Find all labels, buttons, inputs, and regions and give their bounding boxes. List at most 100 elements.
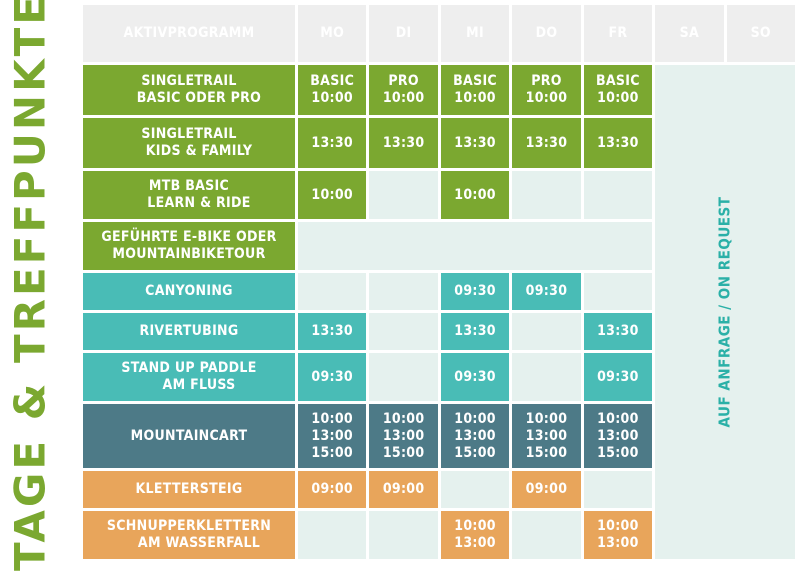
header-day-sa: SA — [655, 5, 724, 62]
slot-time: 10:00 — [382, 90, 425, 106]
row-label-singletrail-kids: SINGLETRAIL KIDS & FAMILY — [83, 118, 295, 168]
slot-time: 13:30 — [525, 134, 568, 151]
slot-time: 09:00 — [382, 481, 425, 497]
slot-cell: 10:00 13:00 15:00 — [583, 404, 653, 468]
row-label-line2: AM WASSERFALL — [137, 535, 261, 551]
slot-time: 13:00 — [597, 535, 639, 551]
slot-time: 13:00 — [454, 427, 496, 444]
table-row: STAND UP PADDLE AM FLUSS 09:30 09:30 09:… — [83, 353, 795, 401]
row-label-rivertubing: RIVERTUBING — [83, 313, 295, 350]
slot-time: 13:30 — [382, 134, 425, 151]
row-label-line1: STAND UP PADDLE — [121, 360, 257, 376]
header-day-fr: FR — [583, 5, 653, 62]
slot-level: BASIC — [595, 73, 640, 89]
slot-time: 13:00 — [382, 427, 425, 444]
slot-time: 10:00 — [311, 410, 353, 427]
slot-time: 10:00 — [454, 410, 496, 427]
slot-cell: 09:30 — [440, 353, 510, 401]
slot-time: 10:00 — [525, 410, 568, 427]
slot-cell: 10:00 13:00 15:00 — [440, 404, 510, 468]
slot-cell: 13:30 — [583, 118, 653, 168]
table-row: CANYONING 09:30 09:30 — [83, 273, 795, 310]
empty-cell — [369, 511, 438, 559]
empty-cell — [583, 273, 653, 310]
header-row: AKTIVPROGRAMM MO DI MI DO FR SA SO — [83, 5, 795, 62]
empty-cell — [369, 353, 438, 401]
empty-cell — [298, 273, 367, 310]
row-label-sup: STAND UP PADDLE AM FLUSS — [83, 353, 295, 401]
row-label-ebike-tour: GEFÜHRTE E-BIKE ODER MOUNTAINBIKETOUR — [83, 222, 295, 270]
empty-cell — [512, 313, 581, 350]
empty-cell — [369, 171, 438, 219]
table-row: SINGLETRAIL BASIC ODER PRO BASIC 10:00 PR… — [83, 65, 795, 559]
row-label-line1: SINGLETRAIL — [141, 73, 237, 89]
slot-time: 13:30 — [597, 134, 639, 151]
empty-cell — [440, 471, 510, 508]
slot-cell: PRO 10:00 — [512, 65, 581, 115]
slot-time: 10:00 — [525, 90, 568, 106]
weekend-on-request-cell: AUF ANFRAGE / ON REQUEST — [655, 65, 795, 559]
row-label-line1: GEFÜHRTE E-BIKE ODER — [101, 229, 277, 245]
table-row: GEFÜHRTE E-BIKE ODER MOUNTAINBIKETOUR — [83, 222, 795, 270]
slot-time: 13:00 — [525, 427, 568, 444]
row-label-singletrail-basic: SINGLETRAIL BASIC ODER PRO — [83, 65, 295, 115]
slot-cell: 09:00 — [512, 471, 581, 508]
header-program: AKTIVPROGRAMM — [83, 5, 295, 62]
row-label-line1: MOUNTAINCART — [130, 427, 248, 444]
slot-time: 09:30 — [454, 368, 496, 385]
slot-cell: 10:00 13:00 15:00 — [369, 404, 438, 468]
schedule-table: AKTIVPROGRAMM MO DI MI DO FR SA SO SINGL… — [80, 2, 798, 562]
slot-cell: 09:30 — [583, 353, 653, 401]
table-row: MOUNTAINCART 10:00 13:00 15:00 10:00 13:00 1… — [83, 404, 795, 468]
header-day-do: DO — [512, 5, 581, 62]
row-label-line1: RIVERTUBING — [139, 323, 239, 339]
slot-cell: 10:00 13:00 — [583, 511, 653, 559]
slot-cell: 13:30 — [512, 118, 581, 168]
row-label-line2: MOUNTAINBIKETOUR — [112, 246, 266, 262]
slot-level: PRO — [531, 73, 562, 89]
table-row: KLETTERSTEIG 09:00 09:00 09:00 — [83, 471, 795, 508]
row-label-line2: LEARN & RIDE — [147, 195, 251, 211]
table-row: RIVERTUBING 13:30 13:30 13:30 — [83, 313, 795, 350]
weekend-note: AUF ANFRAGE / ON REQUEST — [715, 196, 734, 428]
slot-cell: PRO 10:00 — [369, 65, 438, 115]
slot-time: 09:30 — [454, 283, 496, 299]
slot-time: 10:00 — [454, 518, 496, 534]
slot-time: 13:30 — [454, 323, 496, 339]
slot-time: 13:00 — [454, 535, 496, 551]
empty-cell — [369, 273, 438, 310]
empty-cell — [583, 471, 653, 508]
header-day-mo: MO — [298, 5, 367, 62]
slot-time: 15:00 — [311, 444, 353, 461]
slot-level: BASIC — [310, 73, 355, 89]
slot-time: 09:30 — [525, 283, 568, 299]
row-label-canyoning: CANYONING — [83, 273, 295, 310]
slot-cell: 09:00 — [369, 471, 438, 508]
empty-cell — [512, 171, 581, 219]
table-row: SINGLETRAIL KIDS & FAMILY 13:30 13:30 13… — [83, 118, 795, 168]
slot-cell: 10:00 13:00 15:00 — [298, 404, 367, 468]
table-row: MTB BASIC LEARN & RIDE 10:00 10:00 — [83, 171, 795, 219]
slot-cell: 09:30 — [512, 273, 581, 310]
slot-time: 10:00 — [597, 90, 639, 106]
row-label-line1: MTB BASIC — [148, 178, 230, 194]
slot-cell: 10:00 — [440, 171, 510, 219]
slot-cell: BASIC 10:00 — [583, 65, 653, 115]
slot-cell: BASIC 10:00 — [298, 65, 367, 115]
slot-cell: 10:00 13:00 15:00 — [512, 404, 581, 468]
slot-cell: 09:00 — [298, 471, 367, 508]
slot-time: 10:00 — [597, 518, 639, 534]
slot-time: 09:00 — [311, 481, 353, 497]
slot-time: 10:00 — [597, 410, 639, 427]
slot-time: 09:00 — [525, 481, 568, 497]
slot-cell: 13:30 — [298, 313, 367, 350]
empty-cell — [298, 511, 367, 559]
row-label-line1: SINGLETRAIL — [141, 126, 237, 142]
slot-time: 15:00 — [597, 444, 639, 461]
side-title: TAGE & TREFFPUNKTE — [0, 0, 60, 571]
header-day-so: SO — [726, 5, 795, 62]
slot-cell: 10:00 — [298, 171, 367, 219]
slot-time: 15:00 — [382, 444, 425, 461]
empty-cell — [583, 171, 653, 219]
slot-cell: 09:30 — [440, 273, 510, 310]
